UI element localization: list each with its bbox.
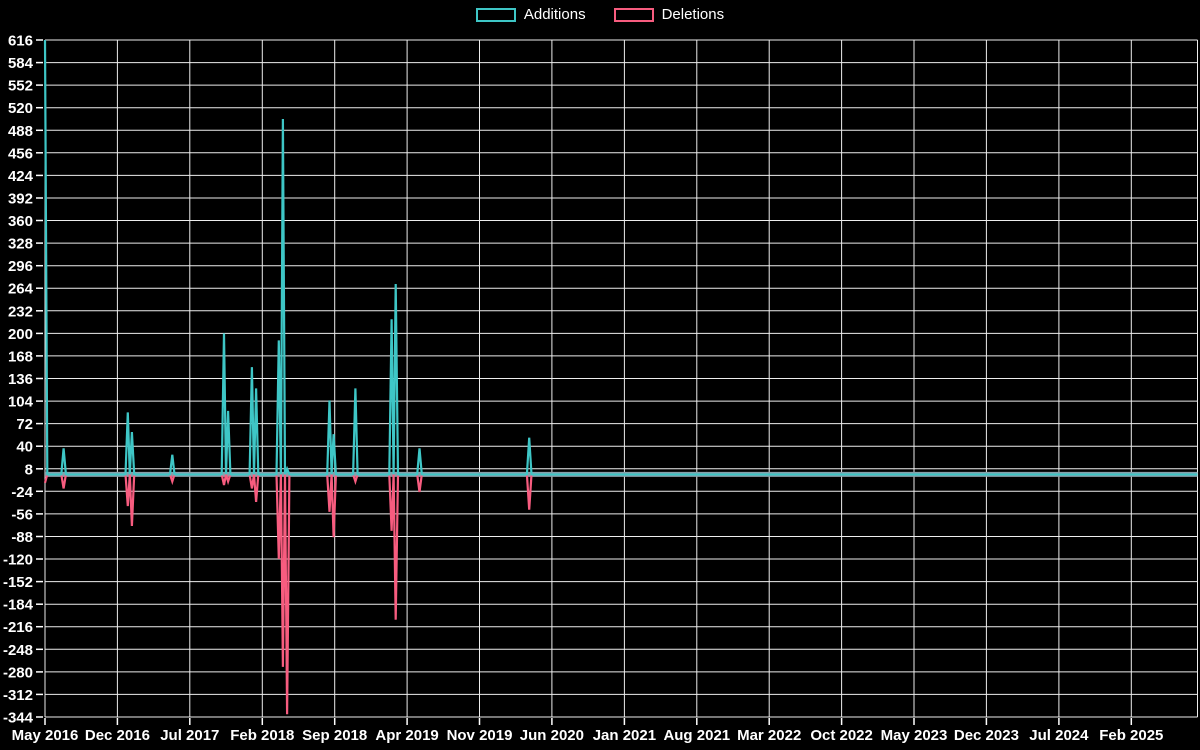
y-tick-label: 456 [8,145,33,162]
x-tick-label: Nov 2019 [447,727,513,744]
x-tick-label: May 2023 [881,727,948,744]
y-tick-label: 328 [8,236,33,253]
x-tick-label: Jul 2024 [1029,727,1089,744]
y-tick-label: 104 [8,394,34,411]
y-tick-label: -184 [3,597,34,614]
x-tick-label: Apr 2019 [375,727,438,744]
y-tick-label: -344 [3,710,34,727]
x-tick-label: Aug 2021 [663,727,730,744]
y-tick-label: 392 [8,191,33,208]
y-tick-label: 520 [8,100,33,117]
legend-item-additions[interactable]: Additions [475,6,586,23]
y-tick-label: -280 [3,664,33,681]
y-tick-label: -120 [3,552,33,569]
x-tick-label: Jan 2021 [593,727,656,744]
x-tick-label: Feb 2018 [230,727,294,744]
y-tick-label: 552 [8,78,33,95]
legend-item-deletions[interactable]: Deletions [613,6,725,23]
x-tick-label: Sep 2018 [302,727,367,744]
y-tick-label: -56 [11,506,33,523]
additions-legend-label: Additions [523,6,586,23]
y-tick-label: -24 [11,484,33,501]
y-tick-label: 424 [8,168,34,185]
y-tick-label: 8 [25,461,33,478]
x-tick-label: Dec 2023 [954,727,1019,744]
x-tick-label: Jul 2017 [160,727,219,744]
x-tick-label: Oct 2022 [810,727,873,744]
x-tick-label: Jun 2020 [520,727,584,744]
y-tick-label: 360 [8,213,33,230]
x-tick-label: Feb 2025 [1099,727,1163,744]
y-tick-label: 488 [8,123,33,140]
deletions-line [43,473,1198,715]
additions-swatch-icon [475,7,516,22]
y-tick-label: 136 [8,371,33,388]
y-tick-label: -312 [3,687,33,704]
x-tick-label: Mar 2022 [737,727,801,744]
y-tick-label: -248 [3,642,33,659]
deletions-legend-label: Deletions [661,6,725,23]
y-tick-label: -88 [11,529,33,546]
legend: Additions Deletions [0,6,1200,23]
x-tick-label: May 2016 [12,727,79,744]
y-tick-label: 616 [8,33,33,50]
grid-and-axes: 616 584 552 520 488 456 424 392 360 328 296 264 232 2… [3,33,1198,744]
deletions-swatch-icon [613,7,654,22]
y-tick-label: 200 [8,326,33,343]
y-tick-label: 584 [8,55,34,72]
y-tick-label: 264 [8,281,34,298]
y-tick-label: 72 [16,416,33,433]
x-tick-label: Dec 2016 [85,727,150,744]
additions-line [43,39,1198,476]
y-tick-label: -216 [3,619,33,636]
y-tick-label: 40 [16,439,33,456]
y-tick-label: 168 [8,348,33,365]
y-tick-label: 296 [8,258,33,275]
y-tick-label: 232 [8,303,33,320]
y-tick-label: -152 [3,574,33,591]
